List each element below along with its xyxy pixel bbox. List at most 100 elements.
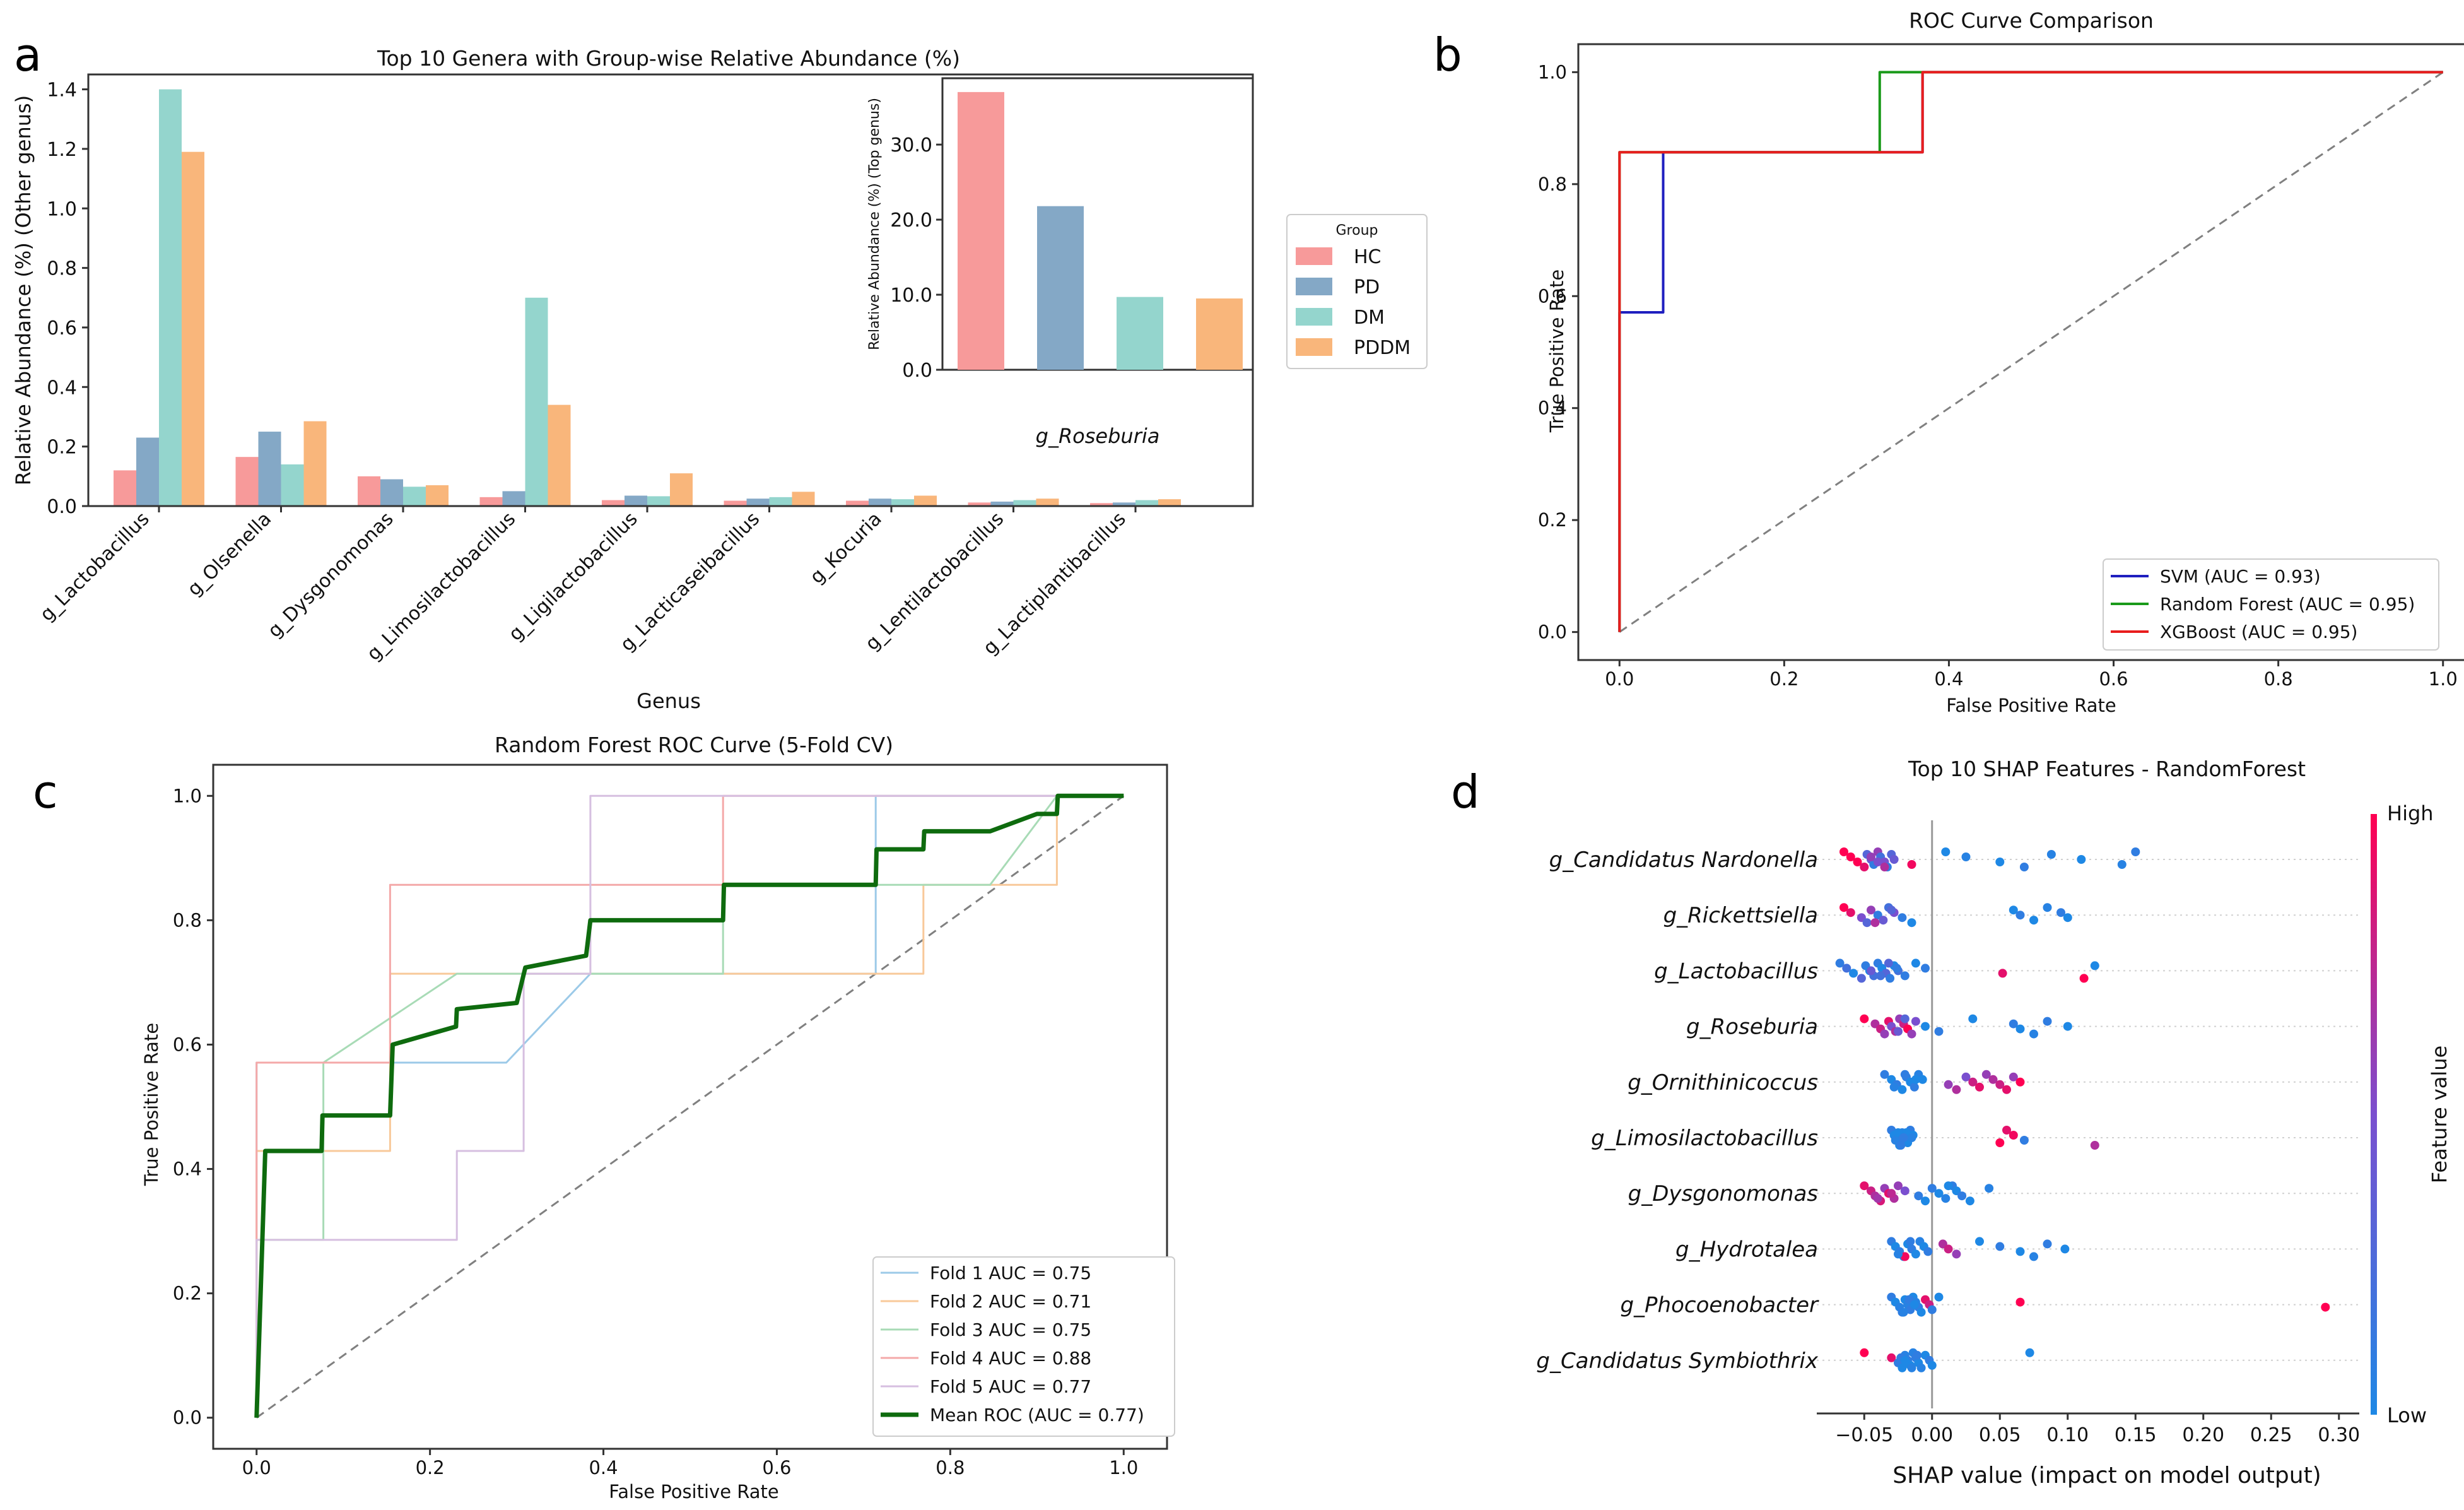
shap-point — [1944, 1244, 1953, 1254]
legend-label-4: Fold 4 AUC = 0.88 — [930, 1348, 1091, 1369]
bar-HC-g_Limosilactobacillus — [479, 497, 503, 506]
shap-point — [1911, 1075, 1920, 1084]
shap-point — [1867, 905, 1875, 915]
x-tick-label: g_Lactobacillus — [36, 508, 154, 626]
shap-point — [2063, 1022, 2072, 1031]
feature-label: g_Candidatus Symbiothrix — [1536, 1348, 1819, 1374]
shap-point — [1907, 860, 1916, 869]
shap-point — [2060, 1244, 2070, 1254]
panel-c-title: Random Forest ROC Curve (5-Fold CV) — [495, 733, 893, 757]
feature-label: g_Candidatus Nardonella — [1549, 847, 1818, 873]
bar-PDDM-g_Limosilactobacillus — [548, 404, 571, 506]
x-tick-label: g_Lentilactobacillus — [861, 508, 1008, 655]
shap-point — [1900, 971, 1910, 981]
x-tick-label: −0.05 — [1835, 1424, 1893, 1446]
shap-point — [2015, 1297, 2025, 1307]
x-tick-label: 0.2 — [416, 1457, 445, 1478]
feature-label: g_Ornithinicoccus — [1628, 1070, 1818, 1095]
panel-a-x-axis: g_Lactobacillus g_Olsenellag_Dysgonomonas… — [36, 506, 1137, 665]
shap-point — [1961, 852, 1971, 861]
shap-point — [2117, 860, 2127, 869]
panel-d-title: Top 10 SHAP Features - RandomForest — [1908, 757, 2306, 781]
panel-c-axes: 0.0 0.0 0.2 0.2 0.4 0.4 0.6 0.6 0.8 0.8 1.0 1.0 — [173, 785, 1138, 1478]
y-tick-label: 1.0 — [1538, 61, 1567, 83]
colorbar-low-label: Low — [2387, 1403, 2427, 1427]
shap-point — [1927, 1184, 1937, 1193]
bar-PDDM-g_Lactobacillus — [182, 151, 204, 507]
y-tick-label: 0.6 — [47, 317, 77, 339]
shap-point — [2019, 1136, 2029, 1145]
y-tick-label: 0.0 — [173, 1407, 202, 1429]
panel-a-inset-caption: g_Roseburia — [1036, 424, 1160, 448]
legend-label-2: Random Forest (AUC = 0.95) — [2160, 594, 2415, 615]
panel-b-ylabel: True Positive Rate — [1546, 269, 1568, 433]
y-tick-label: 0.2 — [47, 437, 77, 459]
shap-point — [2090, 961, 2099, 970]
shap-point — [1892, 964, 1901, 973]
shap-point — [1860, 1348, 1869, 1357]
legend-label-3: Fold 3 AUC = 0.75 — [930, 1319, 1091, 1340]
inset-y-tick-label: 20.0 — [890, 209, 932, 232]
feature-label: g_Roseburia — [1686, 1015, 1818, 1040]
shap-point — [1985, 1184, 1994, 1193]
shap-point — [1894, 1249, 1903, 1259]
shap-point — [1968, 1077, 1978, 1087]
shap-point — [2025, 1348, 2034, 1357]
panel-b-label: b — [1433, 28, 1462, 81]
bar-HC-g_Lactobacillus — [114, 470, 136, 506]
shap-point — [1913, 1350, 1922, 1360]
inset-bar-PD — [1037, 206, 1084, 370]
shap-point — [2321, 1302, 2330, 1312]
shap-point — [1886, 974, 1895, 983]
shap-point — [1968, 1014, 1978, 1023]
shap-point — [1879, 916, 1888, 925]
shap-point — [2009, 1131, 2018, 1140]
shap-point — [1853, 858, 1862, 866]
shap-point — [1860, 1014, 1869, 1023]
shap-point — [1934, 1189, 1944, 1198]
y-tick-label: 0.6 — [173, 1034, 202, 1055]
shap-point — [1884, 958, 1893, 968]
shap-point — [1899, 1307, 1908, 1317]
bar-HC-g_Lacticaseibacillus — [724, 500, 747, 506]
shap-point — [2043, 1239, 2052, 1249]
panel-b-axes: 0.0 0.0 0.2 0.2 0.4 0.4 0.6 0.6 0.8 0.8 1.0 1.0 — [1538, 61, 2458, 690]
bar-DM-g_Lacticaseibacillus — [769, 497, 792, 506]
y-tick-label: 0.8 — [1538, 174, 1567, 195]
colorbar-label: Feature value — [2427, 1046, 2451, 1184]
y-tick-label: 0.6 — [1538, 285, 1567, 307]
shap-point — [1894, 1181, 1903, 1191]
shap-point — [1857, 974, 1866, 983]
panel-a-ylabel: Relative Abundance (%) (Other genus) — [11, 95, 35, 485]
x-tick-label: 0.8 — [936, 1457, 965, 1478]
bar-PDDM-g_Ligilactobacillus — [670, 473, 693, 506]
shap-point — [1934, 1292, 1944, 1302]
feature-label: g_Limosilactobacillus — [1591, 1126, 1818, 1151]
shap-point — [1899, 1133, 1908, 1142]
bar-DM-g_Kocuria — [891, 499, 914, 506]
x-tick-label: 0.4 — [589, 1457, 618, 1478]
x-tick-label: 0.8 — [2264, 668, 2293, 690]
shap-point — [2063, 913, 2072, 923]
y-tick-label: 0.0 — [47, 496, 77, 518]
panel-a-xlabel: Genus — [637, 689, 701, 713]
shap-point — [2046, 850, 2056, 859]
bar-DM-g_Lactobacillus — [159, 89, 182, 507]
bar-HC-g_Olsenella — [235, 457, 259, 506]
shap-point — [1860, 863, 1869, 871]
shap-point — [1927, 1360, 1937, 1370]
x-tick-label: g_Lacticaseibacillus — [616, 508, 764, 656]
shap-point — [1867, 966, 1875, 976]
shap-point — [1842, 964, 1851, 973]
shap-point — [1900, 1252, 1910, 1261]
shap-point — [1898, 913, 1907, 923]
bar-DM-g_Lentilactobacillus — [1013, 500, 1036, 506]
panel-a-inset-ylabel: Relative Abundance (%) (Top genus) — [867, 98, 883, 350]
shap-point — [1921, 1022, 1930, 1031]
y-tick-label: 0.2 — [1538, 509, 1567, 531]
roc-line-5 — [255, 794, 1124, 1418]
x-tick-label: 1.0 — [2429, 668, 2458, 690]
shap-point — [1988, 1075, 1998, 1084]
shap-point — [1934, 1027, 1944, 1036]
shap-point — [1975, 1082, 1984, 1092]
